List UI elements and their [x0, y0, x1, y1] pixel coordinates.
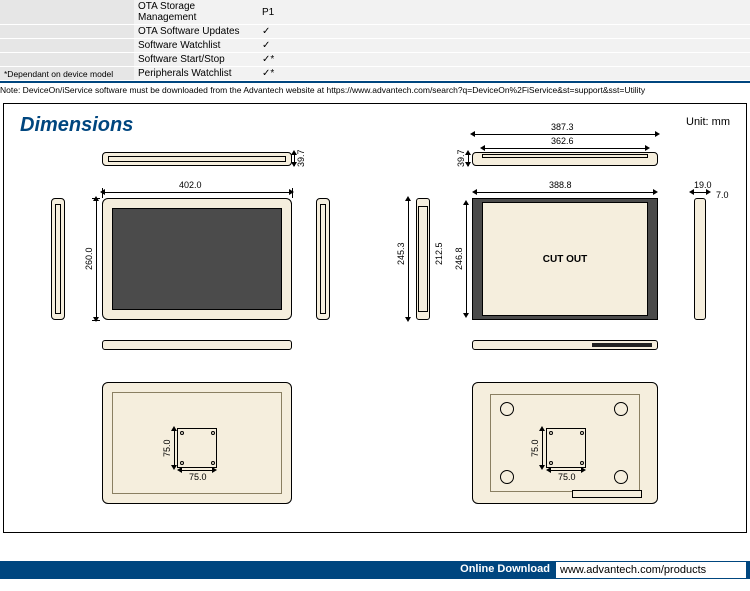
table-row: *Dependant on device modelPeripherals Wa… [0, 67, 750, 81]
footer-url: www.advantech.com/products [556, 562, 746, 578]
table-row: Software Watchlist✓ [0, 39, 750, 53]
dim-vesa-w-l: 75.0 [189, 472, 207, 482]
dim-cutout-outer-w: 387.3 [551, 122, 574, 132]
unit-label: Unit: mm [686, 116, 730, 128]
footer-bar: Online Download www.advantech.com/produc… [0, 561, 750, 579]
dimensions-panel: Dimensions Unit: mm 39.7 402.0 260.0 [3, 103, 747, 533]
dim-vesa-h-r: 75.0 [530, 428, 540, 468]
cutout-right-side [694, 198, 708, 320]
dim-vesa-w-r: 75.0 [558, 472, 576, 482]
left-side-view [51, 198, 67, 320]
dim-front-h: 260.0 [84, 234, 94, 284]
front-view [102, 198, 292, 320]
dim-cutout-h: 246.8 [454, 229, 464, 289]
dim-right-in: 7.0 [716, 190, 729, 200]
dim-vesa-h-l: 75.0 [162, 428, 172, 468]
table-row: OTA Software Updates✓ [0, 25, 750, 39]
dim-inset-h: 212.5 [434, 224, 444, 284]
dimensions-title: Dimensions [20, 114, 133, 137]
cutout-label: CUT OUT [472, 254, 658, 265]
top-view [102, 152, 292, 168]
dim-front-w: 402.0 [179, 180, 202, 190]
dim-cutout-w: 388.8 [549, 180, 572, 190]
rear-view-right [472, 382, 658, 504]
right-side-view [316, 198, 332, 320]
software-table: OTA Storage ManagementP1 OTA Software Up… [0, 0, 750, 81]
cutout-top-view [472, 152, 658, 168]
dim-top-h: 39.7 [296, 148, 306, 168]
table-row: Software Start/Stop✓* [0, 53, 750, 67]
cutout-left-side [416, 198, 434, 320]
note-text: Note: DeviceOn/iService software must be… [0, 83, 750, 103]
dim-cutout-inner-w: 362.6 [551, 136, 574, 146]
rear-view-left [102, 382, 292, 504]
dim-side-h: 245.3 [396, 224, 406, 284]
cutout-view: CUT OUT [472, 198, 658, 320]
bottom-view [102, 340, 292, 352]
footer-label: Online Download [460, 563, 550, 575]
cutout-bottom-strip [472, 340, 658, 352]
table-row: OTA Storage ManagementP1 [0, 0, 750, 25]
